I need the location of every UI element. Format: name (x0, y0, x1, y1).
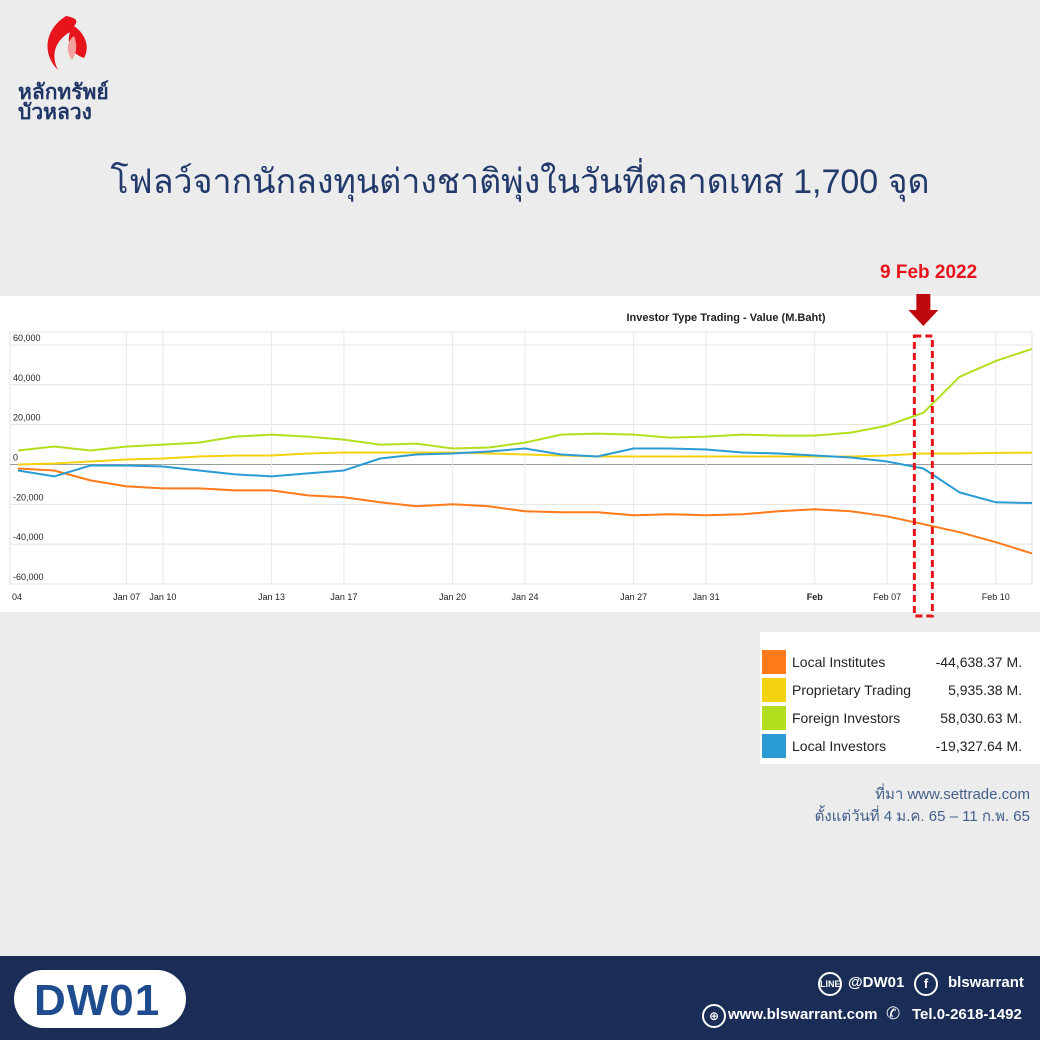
y-tick-label: 0 (13, 452, 18, 462)
legend-swatch (762, 678, 786, 702)
highlight-box (912, 334, 934, 618)
website-link[interactable]: www.blswarrant.com (728, 1006, 878, 1023)
legend-item: Local Institutes -44,638.37 M. (760, 650, 1040, 674)
x-tick-label: Jan 10 (149, 592, 176, 602)
dw01-logo-text: DW01 (34, 976, 161, 1025)
source-note: ที่มา www.settrade.com ตั้งแต่วันที่ 4 ม… (815, 784, 1030, 828)
date-range-line: ตั้งแต่วันที่ 4 ม.ค. 65 – 11 ก.พ. 65 (814, 808, 1030, 825)
page-title: โฟลว์จากนักลงทุนต่างชาติพุ่งในวันที่ตลาด… (110, 163, 930, 201)
x-tick-label: Feb 10 (982, 592, 1010, 602)
line-handle: @DW01 (848, 974, 905, 991)
company-logo (14, 10, 134, 120)
legend-value: 5,935.38 M. (948, 682, 1022, 698)
source-line: ที่มา www.settrade.com (875, 786, 1030, 803)
chart-panel: Investor Type Trading - Value (M.Baht) 60… (0, 294, 1040, 618)
y-tick-label: 40,000 (13, 373, 41, 383)
x-tick-label: Jan 13 (258, 592, 285, 602)
x-tick-label: Jan 24 (511, 592, 538, 602)
series-line-local-institutes (17, 467, 1033, 555)
y-tick-label: -20,000 (13, 492, 44, 502)
x-tick-label: Jan 07 (113, 592, 140, 602)
legend-label: Local Institutes (792, 654, 886, 670)
series-line-proprietary-trading (17, 451, 1033, 466)
legend-label: Local Investors (792, 738, 887, 754)
x-tick-label: Feb 07 (873, 592, 901, 602)
legend-item: Local Investors -19,327.64 M. (760, 734, 1040, 758)
legend-label: Foreign Investors (792, 710, 901, 726)
chart-title: Investor Type Trading - Value (M.Baht) (626, 312, 825, 324)
x-tick-label: Jan 27 (620, 592, 647, 602)
legend-value: -44,638.37 M. (935, 654, 1022, 670)
x-tick-label: 04 (12, 592, 22, 602)
x-tick-label: Feb (807, 592, 824, 602)
flame-logo-icon (47, 16, 87, 70)
x-tick-label: Jan 20 (439, 592, 466, 602)
legend-item: Foreign Investors 58,030.63 M. (760, 706, 1040, 730)
legend-swatch (762, 706, 786, 730)
globe-icon: ⊕ (702, 1004, 726, 1028)
brand-name-line1: หลักทรัพย์ (18, 81, 109, 104)
dw01-logo: DW01 (14, 970, 186, 1028)
telephone-number: Tel.0-2618-1492 (912, 1006, 1022, 1023)
legend-item: Proprietary Trading 5,935.38 M. (760, 678, 1040, 702)
y-tick-label: -40,000 (13, 532, 44, 542)
line-app-icon: LINE (818, 972, 842, 996)
legend-swatch (762, 734, 786, 758)
down-arrow-icon (908, 294, 939, 326)
legend: Local Institutes -44,638.37 M. Proprietary… (760, 632, 1040, 764)
legend-value: -19,327.64 M. (935, 738, 1022, 754)
x-tick-label: Jan 17 (330, 592, 357, 602)
phone-icon: ✆ (886, 1004, 901, 1023)
brand-name-line2: บัวหลวง (18, 101, 92, 124)
y-tick-label: 20,000 (13, 413, 41, 423)
footer-bar: DW01 LINE @DW01 f blswarrant ⊕ www.blswa… (0, 956, 1040, 1040)
legend-swatch (762, 650, 786, 674)
legend-value: 58,030.63 M. (940, 710, 1022, 726)
facebook-icon: f (914, 972, 938, 996)
y-tick-label: 60,000 (13, 333, 41, 343)
series-line-local-investors (17, 447, 1033, 504)
legend-label: Proprietary Trading (792, 682, 912, 698)
series-line-foreign-investors (17, 347, 1033, 452)
y-tick-label: -60,000 (13, 572, 44, 582)
date-callout: 9 Feb 2022 (880, 262, 978, 283)
x-tick-label: Jan 31 (693, 592, 720, 602)
line-chart: Investor Type Trading - Value (M.Baht) 60… (9, 294, 1033, 618)
facebook-handle: blswarrant (948, 974, 1024, 991)
